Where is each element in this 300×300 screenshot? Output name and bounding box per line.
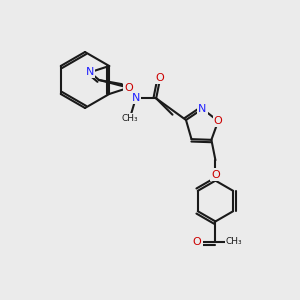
Text: O: O [214,116,223,126]
Text: N: N [132,93,140,103]
Text: O: O [124,83,133,93]
Text: N: N [198,104,207,114]
Text: O: O [211,169,220,179]
Text: O: O [156,73,165,83]
Text: CH₃: CH₃ [226,237,242,246]
Text: O: O [193,237,202,247]
Text: CH₃: CH₃ [121,114,138,123]
Text: N: N [86,67,94,77]
